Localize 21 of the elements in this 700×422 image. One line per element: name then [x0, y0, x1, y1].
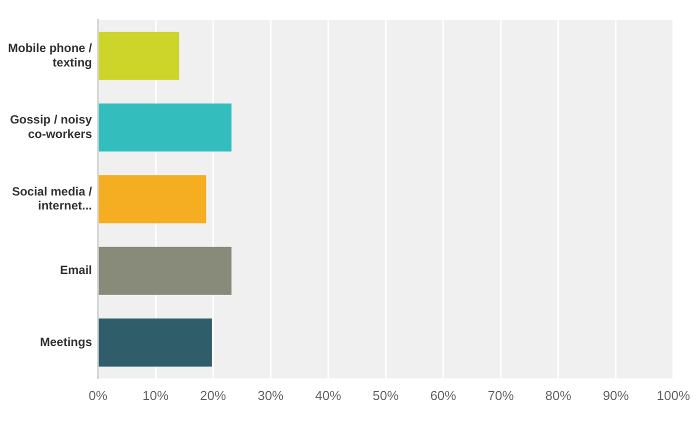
x-tick-label: 30%	[258, 388, 284, 403]
x-tick-label: 20%	[200, 388, 227, 403]
bar	[98, 318, 212, 367]
x-tick-label: 60%	[430, 388, 457, 403]
x-tick-label: 70%	[488, 388, 514, 403]
bar	[98, 175, 206, 224]
y-tick-label: Social media / internet...	[12, 184, 93, 213]
x-tick-label: 10%	[142, 388, 169, 403]
bar	[98, 32, 180, 80]
bar	[98, 104, 232, 152]
x-tick-label: 80%	[545, 388, 572, 403]
y-tick-label: Email	[60, 263, 92, 278]
y-tick-label: Meetings	[40, 334, 92, 349]
x-tick-label: 100%	[656, 388, 690, 403]
y-tick-label: Mobile phone / texting	[8, 40, 93, 70]
y-tick-label: Gossip / noisy co-workers	[10, 112, 92, 142]
bar	[98, 246, 232, 295]
x-tick-label: 0%	[88, 388, 108, 403]
x-tick-label: 90%	[602, 388, 630, 403]
x-tick-label: 50%	[372, 388, 400, 403]
x-tick-label: 40%	[315, 388, 342, 403]
